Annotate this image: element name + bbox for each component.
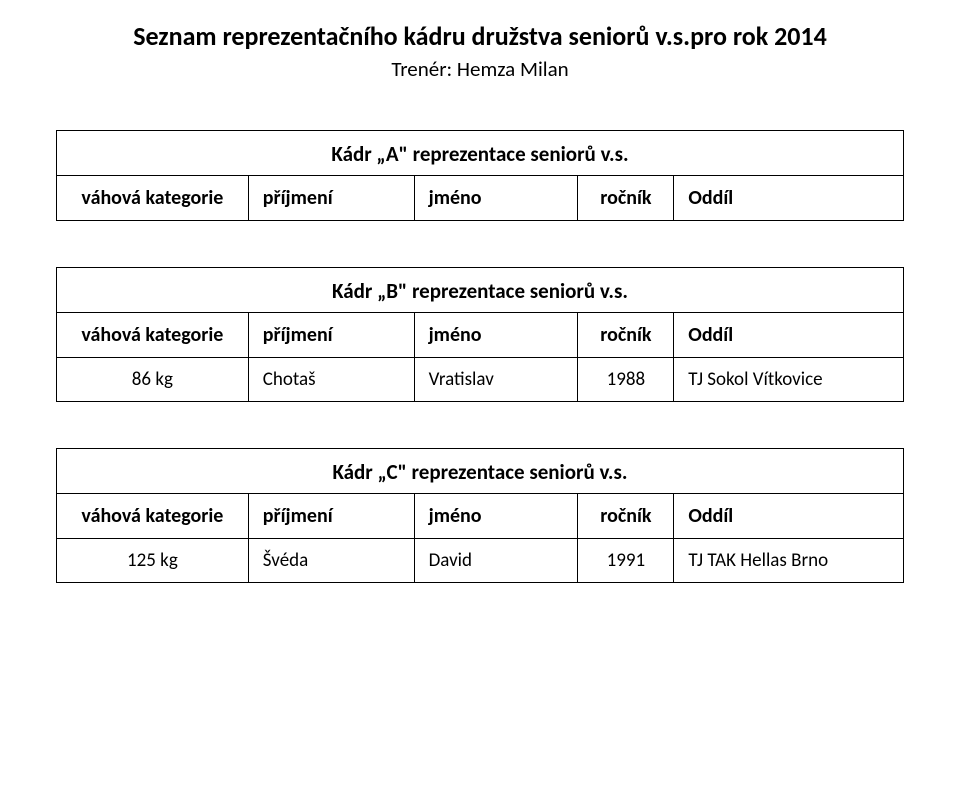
col-header-category: váhová kategorie — [57, 493, 249, 538]
table-row: 125 kg Švéda David 1991 TJ TAK Hellas Br… — [57, 538, 904, 582]
table-a-caption: Kádr „A" reprezentace seniorů v.s. — [57, 130, 904, 175]
col-header-surname: příjmení — [248, 175, 414, 220]
col-header-year: ročník — [578, 493, 674, 538]
col-header-name: jméno — [414, 175, 578, 220]
col-header-surname: příjmení — [248, 493, 414, 538]
cell-year: 1988 — [578, 357, 674, 401]
col-header-year: ročník — [578, 312, 674, 357]
cell-category: 125 kg — [57, 538, 249, 582]
table-header-row: váhová kategorie příjmení jméno ročník O… — [57, 493, 904, 538]
cell-year: 1991 — [578, 538, 674, 582]
table-c-caption: Kádr „C" reprezentace seniorů v.s. — [57, 448, 904, 493]
col-header-club: Oddíl — [674, 175, 904, 220]
page-title: Seznam reprezentačního kádru družstva se… — [56, 20, 904, 54]
col-header-year: ročník — [578, 175, 674, 220]
table-row: 86 kg Chotaš Vratislav 1988 TJ Sokol Vít… — [57, 357, 904, 401]
roster-table-b: Kádr „B" reprezentace seniorů v.s. váhov… — [56, 267, 904, 402]
roster-table-c: Kádr „C" reprezentace seniorů v.s. váhov… — [56, 448, 904, 583]
cell-club: TJ Sokol Vítkovice — [674, 357, 904, 401]
cell-club: TJ TAK Hellas Brno — [674, 538, 904, 582]
col-header-club: Oddíl — [674, 312, 904, 357]
col-header-category: váhová kategorie — [57, 312, 249, 357]
cell-name: Vratislav — [414, 357, 578, 401]
col-header-category: váhová kategorie — [57, 175, 249, 220]
cell-surname: Chotaš — [248, 357, 414, 401]
col-header-name: jméno — [414, 312, 578, 357]
page-subtitle: Trenér: Hemza Milan — [56, 56, 904, 82]
table-b-caption: Kádr „B" reprezentace seniorů v.s. — [57, 267, 904, 312]
cell-category: 86 kg — [57, 357, 249, 401]
col-header-club: Oddíl — [674, 493, 904, 538]
cell-name: David — [414, 538, 578, 582]
col-header-name: jméno — [414, 493, 578, 538]
roster-table-a: Kádr „A" reprezentace seniorů v.s. váhov… — [56, 130, 904, 221]
cell-surname: Švéda — [248, 538, 414, 582]
table-header-row: váhová kategorie příjmení jméno ročník O… — [57, 312, 904, 357]
col-header-surname: příjmení — [248, 312, 414, 357]
table-header-row: váhová kategorie příjmení jméno ročník O… — [57, 175, 904, 220]
